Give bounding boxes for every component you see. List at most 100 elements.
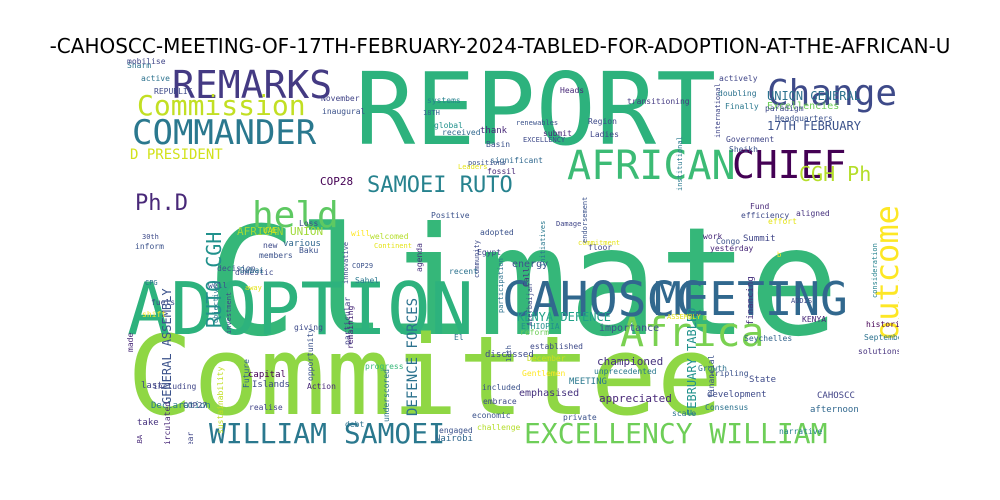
cloud-word: actively [719,74,758,83]
cloud-word: fossil [487,167,516,176]
cloud-word: Islands [252,380,290,390]
cloud-word: various [283,239,321,249]
cloud-word: COMMANDER [132,113,317,153]
cloud-word: transitioning [627,97,690,106]
cloud-word: year [186,432,195,444]
cloud-word: Growth [698,364,727,373]
cloud-word: work [703,232,723,241]
cloud-word: made [127,333,135,353]
cloud-word: CHIEF [732,143,847,187]
cloud-word: Climate [207,196,840,370]
cloud-word: FEBRUARY TABLED [685,308,699,417]
cloud-word: Nairobi [435,434,473,444]
cloud-word: b [777,251,782,259]
cloud-word: Consensus [705,403,749,412]
cloud-word: new [263,241,278,250]
cloud-word: Change [767,73,898,114]
cloud-word: Egypt [477,248,502,257]
page-title: -CAHOSCC-MEETING-OF-17TH-FEBRUARY-2024-T… [0,30,1000,62]
cloud-word: Headquarters [775,114,833,123]
cloud-word: giving [294,323,323,332]
cloud-word: Sahel [355,276,380,285]
cloud-word: 13th [505,345,513,362]
cloud-word: Declaration [151,401,211,411]
cloud-word: paradigm [765,104,804,113]
cloud-word: adopted [480,228,514,237]
cloud-word: Azerbaijan [526,284,534,327]
cloud-word: championed [597,355,664,368]
cloud-word: Congo [716,237,741,246]
cloud-word: commitment [578,239,621,247]
cloud-word: Basin [486,140,511,149]
cloud-word: EXCELLENCY WILLIAM [524,417,828,445]
cloud-word: initiatives [539,221,547,268]
cloud-word: 17TH FEBRUARY [767,119,861,133]
cloud-word: financial [707,355,716,399]
cloud-word: held [252,195,339,236]
cloud-word: engaged [439,426,473,435]
cloud-word: emphasised [519,388,580,399]
cloud-word: well [208,281,228,290]
cloud-word: WILLIAM SAMOEI [209,417,446,445]
cloud-word: MEETING [654,272,848,326]
cloud-word: last [141,381,163,391]
cloud-word: UAE [263,226,278,235]
cloud-word: thank [480,126,508,136]
cloud-word: Dubai [240,266,265,275]
cloud-word: Sharm [127,61,152,70]
cloud-word: take [137,418,159,428]
cloud-word: efficiency [741,211,790,220]
cloud-word: embrace [483,397,517,406]
cloud-word: narrative [779,427,823,436]
cloud-word: tripling [710,369,749,378]
cloud-word: private [563,413,597,422]
cloud-word: EXCELLENCY [523,136,566,144]
cloud-word: doubling [718,89,757,98]
cloud-word: renewables [516,119,559,127]
cloud-word: Finally [725,102,759,111]
cloud-word: ABABA [136,435,144,444]
cloud-word: REPORT [355,58,717,168]
cloud-word: ADOPTION [127,267,474,351]
cloud-word: yesterday [710,244,754,253]
cloud-word: economic [472,411,511,420]
cloud-word: investment [225,292,233,335]
cloud-word: active [141,74,170,83]
cloud-word: COP29 [352,262,374,270]
cloud-word: Ph.D [135,191,188,216]
cloud-word: November [321,94,360,103]
cloud-word: SAMOEI RUTO [367,173,513,198]
cloud-word: consideration [871,243,879,298]
cloud-word: ASSEMBLY [667,313,701,321]
cloud-word: floor [588,243,613,252]
cloud-word: challenge [477,423,521,432]
cloud-word: included [482,383,521,392]
cloud-word: Africa [620,310,765,356]
cloud-word: State [749,375,777,385]
cloud-word: CGH Ph [799,162,872,186]
cloud-word: energy [512,259,549,270]
cloud-word: members [259,251,293,260]
cloud-word: received [442,128,481,137]
cloud-word: Action [307,382,336,391]
cloud-word: MEETING [569,377,607,387]
cloud-word: unprecedented [594,367,657,376]
cloud-word: Excellencies [767,101,840,112]
cloud-word: KENYA [802,315,827,324]
cloud-word: Loss [299,219,319,228]
cloud-word: importance [599,323,660,334]
cloud-word: Positive [431,211,470,220]
cloud-word: capital [248,370,286,380]
cloud-word: Baku [299,246,319,255]
cloud-word: scale [672,409,697,418]
cloud-word: established [530,342,583,351]
cloud-word: D PRESIDENT [130,147,223,163]
cloud-word: Damage [556,220,582,228]
cloud-word: agenda [415,243,424,272]
cloud-word: afternoon [810,405,859,415]
cloud-word: submit [543,129,572,138]
cloud-word: debt [345,420,365,429]
cloud-word: appreciated [599,392,672,405]
cloud-word: decision [217,264,256,273]
cloud-word: Committee [127,312,724,440]
